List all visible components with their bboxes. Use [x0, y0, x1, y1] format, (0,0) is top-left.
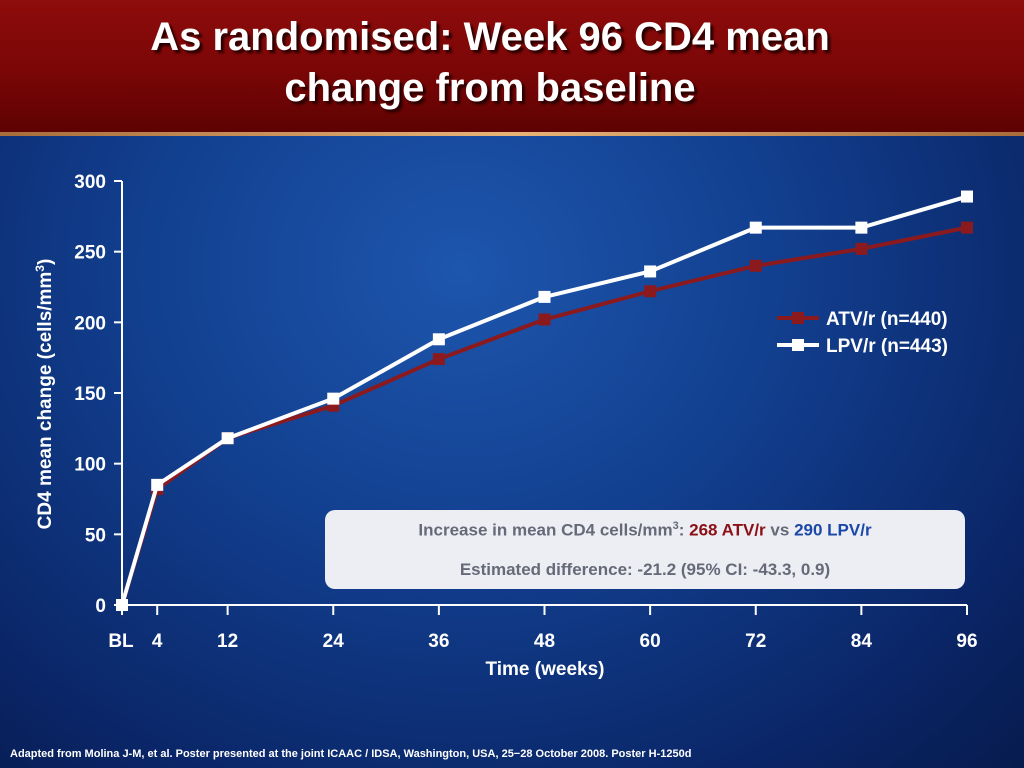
data-point-lpv — [961, 190, 973, 203]
x-tick-label: 84 — [851, 631, 873, 652]
y-tick-label: 250 — [74, 243, 106, 264]
x-tick-label: 24 — [323, 631, 345, 652]
y-axis-label-text: CD4 mean change (cells/mm — [35, 272, 56, 530]
x-tick-label: BL — [108, 631, 134, 652]
x-axis-label: Time (weeks) — [486, 659, 605, 680]
callout-atv-value: 268 — [689, 520, 718, 540]
series-line-lpv — [120, 194, 968, 606]
y-tick-label: 200 — [74, 313, 106, 334]
slide-title-line-2: change from baseline — [284, 66, 696, 110]
result-callout: Increase in mean CD4 cells/mm3: 268 ATV/… — [325, 510, 965, 589]
y-tick-label: 150 — [74, 384, 106, 405]
data-point-lpv — [221, 432, 234, 445]
y-tick-label: 100 — [74, 455, 106, 476]
callout-atv-label: ATV/r — [721, 520, 766, 540]
callout-line-2: Estimated difference: -21.2 (95% CI: -43… — [459, 560, 831, 579]
data-point-lpv — [116, 599, 128, 611]
callout-colon: : — [678, 520, 690, 540]
y-tick-label: 0 — [95, 596, 106, 617]
x-tick-label: 96 — [956, 631, 977, 652]
legend-marker — [792, 339, 804, 351]
callout-prefix: Increase in mean CD4 cells/mm — [418, 520, 673, 540]
legend-marker — [792, 312, 804, 324]
callout-sup: 3 — [672, 520, 679, 532]
y-axis-label-sup: 3 — [33, 265, 47, 272]
callout-vs: vs — [770, 520, 790, 540]
data-point-atv — [538, 313, 551, 326]
callout-line-1: Increase in mean CD4 cells/mm3: 268 ATV/… — [325, 520, 965, 541]
data-point-atv — [749, 259, 762, 272]
legend-label: LPV/r (n=443) — [826, 336, 948, 357]
data-point-lpv — [749, 221, 762, 234]
data-point-atv — [432, 353, 445, 366]
slide-title: As randomised: Week 96 CD4 mean change f… — [40, 12, 940, 114]
x-tick-label: 72 — [745, 631, 766, 652]
data-point-lpv — [644, 265, 657, 278]
x-tick-label: 12 — [217, 631, 238, 652]
x-tick-label: 60 — [640, 631, 661, 652]
data-point-lpv — [151, 478, 164, 491]
x-tick-label: 4 — [152, 631, 163, 652]
title-bar — [0, 0, 1024, 132]
data-point-lpv — [855, 221, 868, 234]
x-tick-label: 36 — [428, 631, 449, 652]
legend-label: ATV/r (n=440) — [826, 309, 948, 330]
chart-legend: ATV/r (n=440) LPV/r (n=443) — [777, 309, 948, 357]
y-tick-label: 300 — [74, 172, 106, 193]
data-point-atv — [961, 221, 973, 234]
chart-series — [116, 190, 973, 611]
title-divider — [0, 132, 1024, 136]
callout-lpv-value: 290 — [794, 520, 823, 540]
callout-lpv-label: LPV/r — [827, 520, 872, 540]
footnote: Adapted from Molina J-M, et al. Poster p… — [10, 748, 692, 760]
slide-title-line-1: As randomised: Week 96 CD4 mean — [150, 15, 830, 59]
y-axis-label-close: ) — [35, 259, 56, 265]
data-point-atv — [855, 242, 868, 255]
data-point-lpv — [327, 392, 340, 405]
x-tick-label: 48 — [534, 631, 555, 652]
cd4-line-chart: 0 50 100 150 200 250 300 BL 4 12 24 36 48 60 72 84 96 AT… — [33, 172, 978, 680]
y-tick-label: 50 — [85, 525, 106, 546]
y-axis-label: CD4 mean change (cells/mm3) — [33, 259, 56, 530]
data-point-atv — [644, 285, 657, 298]
data-point-lpv — [538, 290, 551, 303]
data-point-lpv — [432, 333, 445, 346]
